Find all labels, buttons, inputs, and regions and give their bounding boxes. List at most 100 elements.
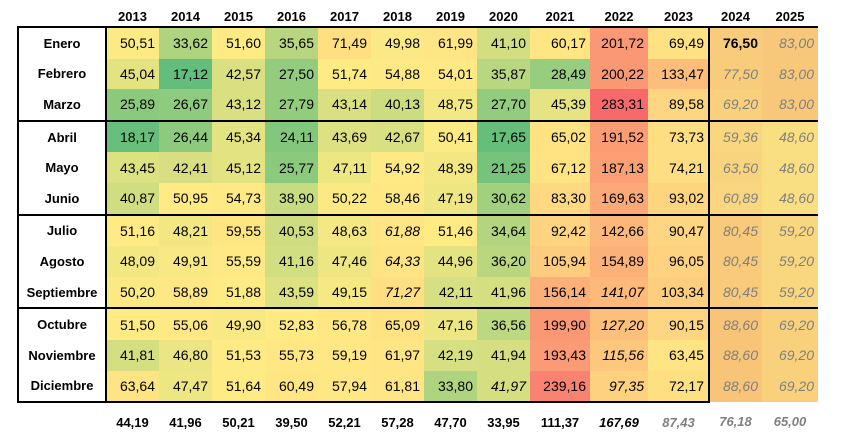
value-cell: 142,66 [590,213,648,247]
value-cell: 47,46 [318,246,371,277]
value-cell: 42,57 [212,58,265,90]
value-cell: 74,21 [648,152,710,183]
table-row: Mayo 43,45 42,41 45,12 25,77 47,11 54,92 48,39 2… [17,152,818,183]
value-cell: 89,58 [648,89,710,121]
value-cell: 239,16 [530,370,590,404]
value-cell: 83,00 [762,58,818,90]
value-cell: 55,59 [212,246,265,277]
value-cell: 48,39 [424,152,477,183]
value-cell: 33,80 [424,370,477,404]
value-cell: 156,14 [530,276,590,309]
value-cell: 65,09 [371,307,424,340]
value-cell: 50,20 [106,276,159,309]
value-cell: 71,27 [371,276,424,309]
table-row: Marzo 25,89 26,67 43,12 27,79 43,14 40,13 48,75… [17,89,818,121]
value-cell: 69,49 [648,26,710,59]
value-cell: 69,20 [709,89,762,121]
value-cell: 40,13 [371,89,424,121]
total-label-blank [18,402,106,441]
value-cell: 63,64 [106,370,159,404]
annual-average-cell: 33,95 [477,402,530,441]
value-cell: 28,49 [530,58,590,90]
year-header-row: 2013 2014 2015 2016 2017 2018 2019 2020 2021 2022… [18,6,818,27]
value-cell: 56,78 [318,307,371,340]
value-cell: 50,41 [424,119,477,153]
value-cell: 41,94 [477,339,530,371]
value-cell: 187,13 [590,152,648,183]
value-cell: 72,17 [648,370,710,404]
value-cell: 201,72 [590,26,648,59]
year-header-2022: 2022 [590,6,648,27]
value-cell: 199,90 [530,307,590,340]
value-cell: 51,64 [212,370,265,404]
value-cell: 51,74 [318,58,371,90]
value-cell: 80,45 [709,246,762,277]
annual-average-cell: 76,18 [709,402,762,441]
value-cell: 27,50 [265,58,318,90]
month-label: Abril [17,119,107,153]
value-cell: 48,60 [762,119,818,153]
value-cell: 54,92 [371,152,424,183]
value-cell: 49,91 [159,246,212,277]
value-cell: 34,64 [477,213,530,247]
value-cell: 41,10 [477,26,530,59]
table-row: Julio 51,16 48,21 59,55 40,53 48,63 61,88 51,46… [17,213,818,247]
table-row: Diciembre 63,64 47,47 51,64 60,49 57,94 61,81 3… [17,370,818,404]
year-header-2021: 2021 [530,6,590,27]
value-cell: 51,88 [212,276,265,309]
value-cell: 45,34 [212,119,265,153]
month-label: Agosto [17,246,107,277]
value-cell: 26,67 [159,89,212,121]
value-cell: 47,16 [424,307,477,340]
month-label: Mayo [17,152,107,183]
monthly-price-table: 2013 2014 2015 2016 2017 2018 2019 2020 2021 2022… [17,6,818,441]
value-cell: 35,87 [477,58,530,90]
value-cell: 90,47 [648,213,710,247]
value-cell: 64,33 [371,246,424,277]
price-table-container: 2013 2014 2015 2016 2017 2018 2019 2020 2021 2022… [17,8,818,430]
value-cell: 42,41 [159,152,212,183]
value-cell: 25,89 [106,89,159,121]
value-cell: 43,12 [212,89,265,121]
value-cell: 83,30 [530,182,590,215]
value-cell: 80,45 [709,276,762,309]
value-cell: 21,25 [477,152,530,183]
value-cell: 45,39 [530,89,590,121]
value-cell: 60,17 [530,26,590,59]
annual-average-cell: 65,00 [762,402,818,441]
value-cell: 69,20 [762,307,818,340]
value-cell: 105,94 [530,246,590,277]
value-cell: 97,35 [590,370,648,404]
table-row: Enero 50,51 33,62 51,60 35,65 71,49 49,98 61,99… [17,26,818,59]
value-cell: 58,89 [159,276,212,309]
value-cell: 46,80 [159,339,212,371]
value-cell: 127,20 [590,307,648,340]
value-cell: 58,46 [371,182,424,215]
value-cell: 24,11 [265,119,318,153]
year-header-2015: 2015 [212,6,265,27]
value-cell: 27,70 [477,89,530,121]
value-cell: 27,79 [265,89,318,121]
value-cell: 141,07 [590,276,648,309]
value-cell: 48,63 [318,213,371,247]
value-cell: 49,15 [318,276,371,309]
annual-average-cell: 39,50 [265,402,318,441]
year-header-2024: 2024 [709,6,762,27]
month-label: Noviembre [17,339,107,371]
value-cell: 43,59 [265,276,318,309]
value-cell: 55,73 [265,339,318,371]
value-cell: 30,62 [477,182,530,215]
value-cell: 80,45 [709,213,762,247]
month-label: Julio [17,213,107,247]
value-cell: 35,65 [265,26,318,59]
table-row: Noviembre 41,81 46,80 51,53 55,73 59,19 61,97 4… [17,339,818,371]
annual-average-cell: 167,69 [590,402,648,441]
value-cell: 48,75 [424,89,477,121]
value-cell: 47,47 [159,370,212,404]
table-row: Octubre 51,50 55,06 49,90 52,83 56,78 65,09 47,… [17,307,818,340]
value-cell: 43,69 [318,119,371,153]
table-row: Febrero 45,04 17,12 42,57 27,50 51,74 54,88 54,… [17,58,818,90]
year-header-2014: 2014 [159,6,212,27]
table-row: Abril 18,17 26,44 45,34 24,11 43,69 42,67 50,41… [17,119,818,153]
value-cell: 83,00 [762,89,818,121]
